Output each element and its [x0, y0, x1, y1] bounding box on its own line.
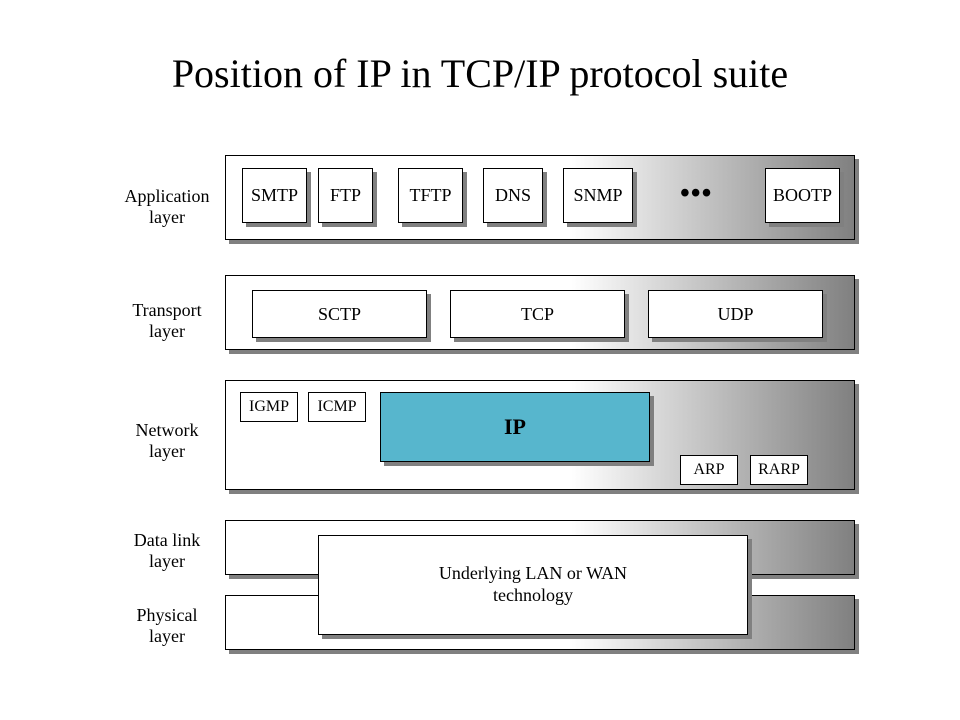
rarp-box: RARP: [750, 455, 808, 485]
datalink-layer-label: Data link layer: [117, 530, 217, 571]
transport-layer-label: Transport layer: [117, 300, 217, 341]
ellipsis-icon: •••: [680, 178, 712, 210]
physical-layer-label: Physical layer: [117, 605, 217, 646]
diagram-title: Position of IP in TCP/IP protocol suite: [0, 50, 960, 97]
network-layer-label: Network layer: [117, 420, 217, 461]
icmp-box: ICMP: [308, 392, 366, 422]
igmp-box: IGMP: [240, 392, 298, 422]
application-layer-label: Application layer: [117, 186, 217, 227]
arp-box: ARP: [680, 455, 738, 485]
